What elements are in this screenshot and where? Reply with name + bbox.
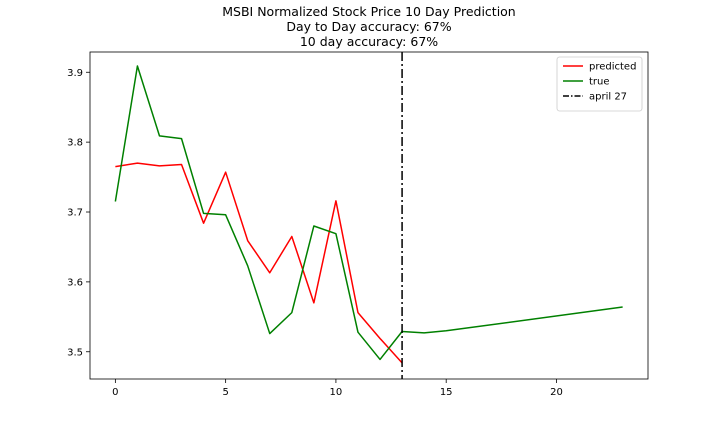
title-line-1: MSBI Normalized Stock Price 10 Day Predi… <box>222 4 515 19</box>
axes-frame <box>89 51 649 380</box>
y-tick-label: 3.6 <box>67 277 83 288</box>
title-line-3: 10 day accuracy: 67% <box>300 34 438 49</box>
x-tick-label: 0 <box>112 387 118 398</box>
series-line-true <box>114 65 623 361</box>
legend-label: true <box>589 77 610 88</box>
title-line-2: Day to Day accuracy: 67% <box>286 19 451 34</box>
y-tick-label: 3.5 <box>67 347 83 358</box>
chart-title: MSBI Normalized Stock Price 10 Day Predi… <box>222 4 515 49</box>
x-tick-label: 20 <box>550 387 563 398</box>
y-tick-label: 3.9 <box>67 68 83 79</box>
legend-box <box>556 56 643 112</box>
x-tick-label: 15 <box>440 387 453 398</box>
y-tick-label: 3.7 <box>67 208 83 219</box>
legend-label: april 27 <box>589 92 627 103</box>
legend-label: predicted <box>589 62 636 73</box>
legend: predicted true april 27 <box>556 56 643 112</box>
x-tick-label: 5 <box>222 387 228 398</box>
series-line-predicted <box>115 162 403 364</box>
y-tick-label: 3.8 <box>67 138 83 149</box>
x-tick-label: 10 <box>330 387 343 398</box>
plot-area: 0 5 10 15 20 3.5 3.6 3.7 3.8 3.9 <box>67 51 649 398</box>
